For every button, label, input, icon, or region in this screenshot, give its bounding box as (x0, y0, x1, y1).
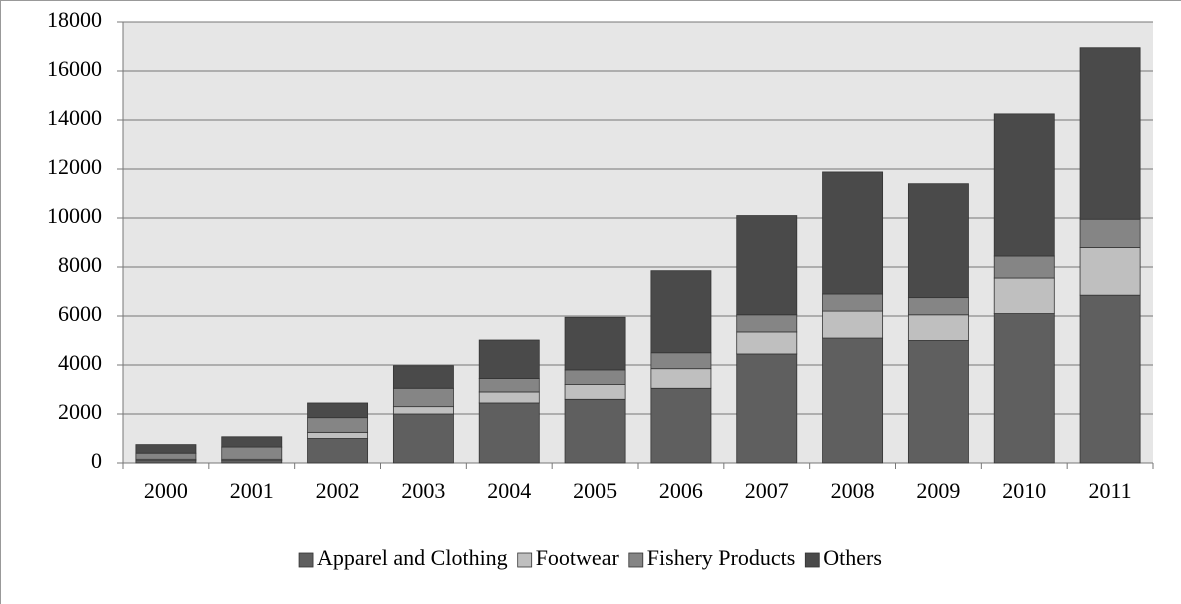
bar-segment (564, 316, 626, 371)
bar-segment (822, 171, 884, 295)
bar-segment (993, 277, 1055, 314)
bar-segment (478, 391, 540, 404)
bar-segment (993, 255, 1055, 279)
bar-segment (307, 417, 369, 433)
bar-segment (822, 293, 884, 312)
legend-label: Others (823, 545, 882, 570)
bar-segment (1079, 47, 1141, 220)
bar-segment (1079, 218, 1141, 248)
x-tick-label: 2004 (487, 478, 531, 503)
bar-segment (392, 387, 454, 408)
legend-label: Apparel and Clothing (317, 545, 508, 570)
bar-segment (822, 310, 884, 339)
y-tick-label: 18000 (47, 7, 102, 32)
x-tick-label: 2008 (831, 478, 875, 503)
x-tick-label: 2009 (916, 478, 960, 503)
bar-segment (564, 384, 626, 400)
bar-segment (478, 378, 540, 393)
bar-segment (907, 314, 969, 341)
legend-swatch (298, 552, 314, 568)
y-tick-label: 6000 (58, 301, 102, 326)
bar-segment (907, 183, 969, 299)
bar-segment (650, 270, 712, 354)
x-tick-label: 2003 (401, 478, 445, 503)
bar-segment (135, 444, 197, 454)
bar-segment (221, 436, 283, 448)
bar-segment (650, 368, 712, 389)
bar-segment (1079, 294, 1141, 464)
x-tick-label: 2001 (230, 478, 274, 503)
bar-segment (736, 331, 798, 355)
bar-segment (135, 452, 197, 460)
legend-label: Fishery Products (647, 545, 796, 570)
y-tick-label: 8000 (58, 252, 102, 277)
bar-segment (736, 215, 798, 316)
legend-label: Footwear (536, 545, 620, 570)
bar-segment (650, 387, 712, 464)
bar-segment (993, 313, 1055, 464)
bar-segment (564, 369, 626, 385)
bar-segment (392, 413, 454, 464)
bar-segment (307, 402, 369, 419)
x-tick-label: 2006 (659, 478, 703, 503)
legend-swatch (517, 552, 533, 568)
bar-segment (907, 297, 969, 316)
bar-segment (478, 402, 540, 464)
bar-segment (993, 113, 1055, 257)
bar-segment (221, 446, 283, 460)
x-tick-label: 2011 (1088, 478, 1131, 503)
bar-segment (907, 340, 969, 464)
y-tick-label: 2000 (58, 399, 102, 424)
bar-segment (736, 353, 798, 464)
plot-area (123, 22, 1153, 463)
x-tick-label: 2010 (1002, 478, 1046, 503)
bar-segment (392, 406, 454, 415)
bar-segment (822, 337, 884, 464)
y-tick-label: 16000 (47, 56, 102, 81)
bar-segment (307, 438, 369, 464)
x-tick-label: 2007 (745, 478, 789, 503)
y-tick-label: 10000 (47, 203, 102, 228)
bar-segment (392, 365, 454, 389)
y-tick-label: 0 (91, 448, 102, 473)
bar-segment (650, 352, 712, 370)
y-tick-label: 14000 (47, 105, 102, 130)
bar-segment (1079, 246, 1141, 296)
bar-segment (564, 398, 626, 464)
y-tick-label: 4000 (58, 350, 102, 375)
legend-swatch (628, 552, 644, 568)
bar-segment (307, 431, 369, 439)
bar-segment (478, 339, 540, 379)
legend-swatch (804, 552, 820, 568)
y-tick-label: 12000 (47, 154, 102, 179)
x-tick-label: 2002 (316, 478, 360, 503)
bar-segment (736, 314, 798, 333)
x-tick-label: 2000 (144, 478, 188, 503)
x-tick-label: 2005 (573, 478, 617, 503)
